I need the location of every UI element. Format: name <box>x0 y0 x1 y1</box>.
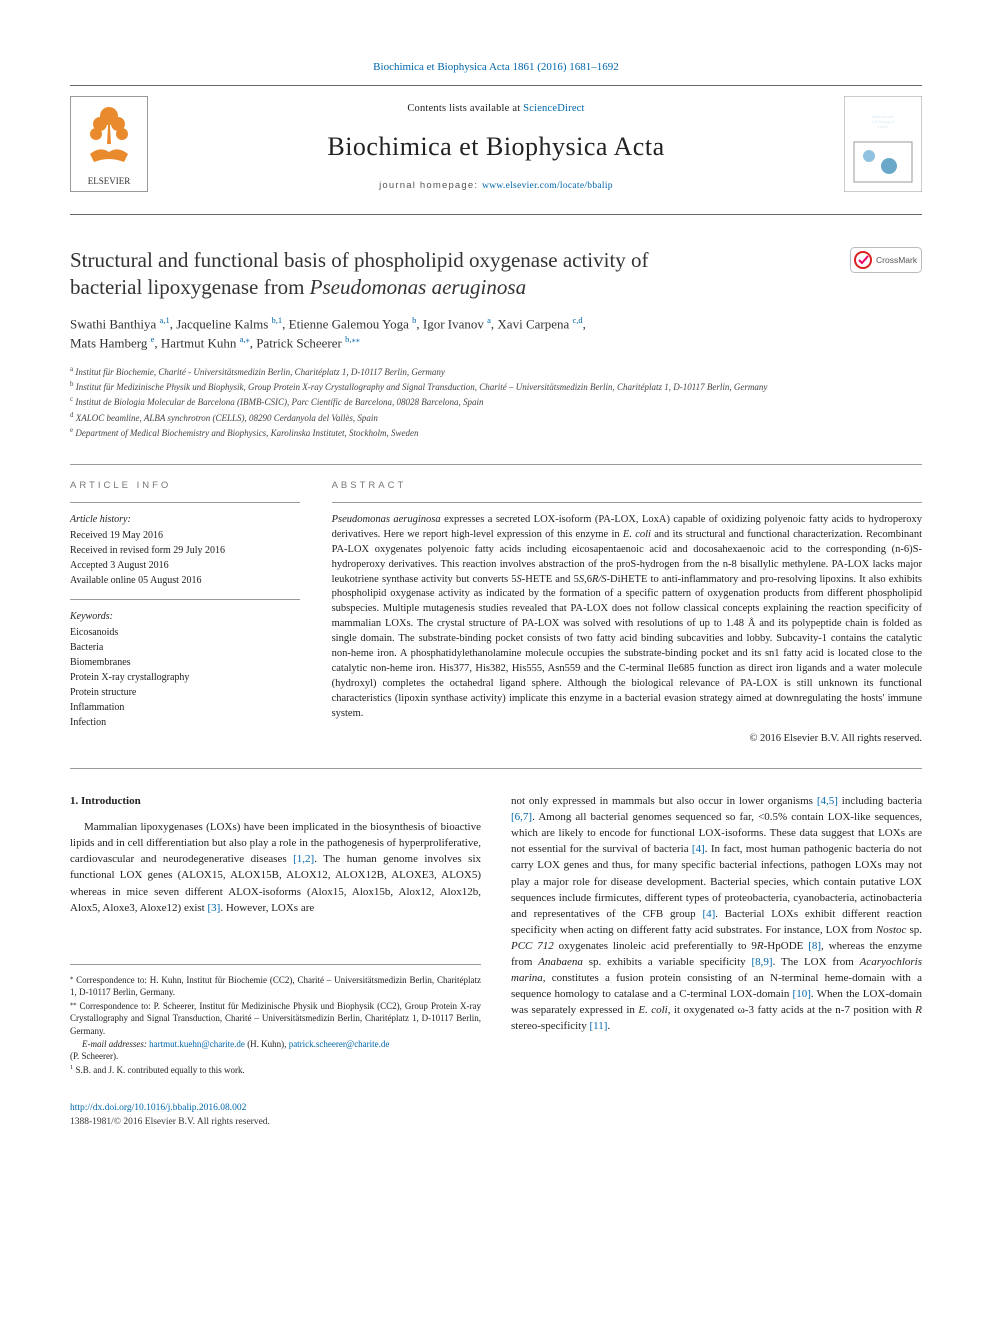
corr1-star: ⁎ <box>70 974 73 981</box>
affiliation-e: Department of Medical Biochemistry and B… <box>75 428 418 438</box>
email-1-link[interactable]: hartmut.kuehn@charite.de <box>149 1039 245 1049</box>
abstract-text: Pseudomonas aeruginosa expresses a secre… <box>332 513 922 722</box>
email-1-who: (H. Kuhn), <box>245 1039 289 1049</box>
crossmark-badge[interactable]: CrossMark <box>850 247 922 273</box>
author-1-aff: a,1 <box>160 315 170 325</box>
divider <box>70 464 922 465</box>
author-6: Mats Hamberg <box>70 335 151 350</box>
svg-text:Cell Biology of: Cell Biology of <box>872 120 895 124</box>
corr1-text: Correspondence to: H. Kuhn, Institut für… <box>70 975 481 998</box>
article-info: article info Article history: Received 1… <box>70 479 300 747</box>
article-info-label: article info <box>70 479 300 492</box>
intro-paragraph-right: not only expressed in mammals but also o… <box>511 793 922 1034</box>
email-2-link[interactable]: patrick.scheerer@charite.de <box>289 1039 390 1049</box>
keywords-label: Keywords: <box>70 610 300 624</box>
abstract-copyright: © 2016 Elsevier B.V. All rights reserved… <box>332 732 922 747</box>
author-2: , Jacqueline Kalms <box>170 317 272 332</box>
affiliation-b: Institut für Medizinische Physik und Bio… <box>76 382 768 392</box>
history-revised: Received in revised form 29 July 2016 <box>70 544 300 558</box>
journal-title: Biochimica et Biophysica Acta <box>70 129 922 165</box>
corr2-star: ⁎⁎ <box>70 1000 77 1007</box>
doi-link[interactable]: http://dx.doi.org/10.1016/j.bbalip.2016.… <box>70 1103 246 1113</box>
abstract-label: abstract <box>332 479 922 492</box>
author-4: , Igor Ivanov <box>416 317 487 332</box>
author-1: Swathi Banthiya <box>70 317 160 332</box>
keyword: Bacteria <box>70 641 300 655</box>
history-received: Received 19 May 2016 <box>70 529 300 543</box>
journal-reference-link[interactable]: Biochimica et Biophysica Acta 1861 (2016… <box>373 61 619 73</box>
note1-text: S.B. and J. K. contributed equally to th… <box>76 1065 245 1075</box>
homepage-label: journal homepage: <box>379 180 482 191</box>
author-5-aff: c,d <box>573 315 583 325</box>
sciencedirect-link[interactable]: ScienceDirect <box>523 103 584 114</box>
section-heading-introduction: 1. Introduction <box>70 793 481 809</box>
elsevier-logo: ELSEVIER <box>70 96 148 192</box>
article-title: Structural and functional basis of phosp… <box>70 247 922 302</box>
intro-paragraph-left: Mammalian lipoxygenases (LOXs) have been… <box>70 819 481 915</box>
history-label: Article history: <box>70 513 300 527</box>
elsevier-brand-text: ELSEVIER <box>88 176 131 186</box>
email-2-who: (P. Scheerer). <box>70 1050 481 1063</box>
keyword: Biomembranes <box>70 656 300 670</box>
keyword: Protein X-ray crystallography <box>70 671 300 685</box>
sciencedirect-prefix: Contents lists available at <box>407 103 523 114</box>
keyword: Protein structure <box>70 686 300 700</box>
affiliation-a: Institut für Biochemie, Charité - Univer… <box>75 367 445 377</box>
title-line-2-prefix: bacterial lipoxygenase from <box>70 275 310 299</box>
affiliation-c: Institut de Biologia Molecular de Barcel… <box>75 397 483 407</box>
title-line-1: Structural and functional basis of phosp… <box>70 248 649 272</box>
author-2-aff: b,1 <box>272 315 283 325</box>
author-7: , Hartmut Kuhn <box>154 335 239 350</box>
history-accepted: Accepted 3 August 2016 <box>70 559 300 573</box>
history-online: Available online 05 August 2016 <box>70 574 300 588</box>
author-list: Swathi Banthiya a,1, Jacqueline Kalms b,… <box>70 315 922 352</box>
author-5: , Xavi Carpena <box>491 317 573 332</box>
keyword: Eicosanoids <box>70 626 300 640</box>
journal-cover-thumbnail: BBA Molecular and Cell Biology of Lipids <box>844 96 922 192</box>
title-species: Pseudomonas aeruginosa <box>310 275 526 299</box>
issn-copyright: 1388-1981/© 2016 Elsevier B.V. All right… <box>70 1116 922 1129</box>
keyword: Inflammation <box>70 701 300 715</box>
author-8-corr[interactable]: ⁎⁎ <box>351 334 360 344</box>
email-label: E-mail addresses: <box>82 1039 149 1049</box>
divider <box>70 768 922 769</box>
masthead: ELSEVIER BBA Molecular and Cell Biology … <box>70 85 922 214</box>
homepage-link[interactable]: www.elsevier.com/locate/bbalip <box>482 181 613 191</box>
journal-reference: Biochimica et Biophysica Acta 1861 (2016… <box>70 60 922 75</box>
body-right-column: not only expressed in mammals but also o… <box>511 793 922 1076</box>
journal-homepage: journal homepage: www.elsevier.com/locat… <box>70 179 922 193</box>
page-footer: http://dx.doi.org/10.1016/j.bbalip.2016.… <box>70 1102 922 1129</box>
keyword: Infection <box>70 716 300 730</box>
svg-text:Lipids: Lipids <box>878 125 888 129</box>
note1-sup: 1 <box>70 1064 73 1071</box>
svg-text:Molecular and: Molecular and <box>872 115 895 119</box>
affiliation-list: a Institut für Biochemie, Charité - Univ… <box>70 364 922 439</box>
svg-text:CrossMark: CrossMark <box>876 255 918 265</box>
sciencedirect-line: Contents lists available at ScienceDirec… <box>70 102 922 117</box>
body-left-column: 1. Introduction Mammalian lipoxygenases … <box>70 793 481 1076</box>
abstract: abstract Pseudomonas aeruginosa expresse… <box>332 479 922 747</box>
footnotes: ⁎ Correspondence to: H. Kuhn, Institut f… <box>70 964 481 1077</box>
affiliation-d: XALOC beamline, ALBA synchrotron (CELLS)… <box>76 413 378 423</box>
corr2-text: Correspondence to: P. Scheerer, Institut… <box>70 1001 481 1036</box>
author-8: , Patrick Scheerer <box>250 335 345 350</box>
svg-text:BBA: BBA <box>878 106 888 112</box>
author-3: , Etienne Galemou Yoga <box>282 317 412 332</box>
